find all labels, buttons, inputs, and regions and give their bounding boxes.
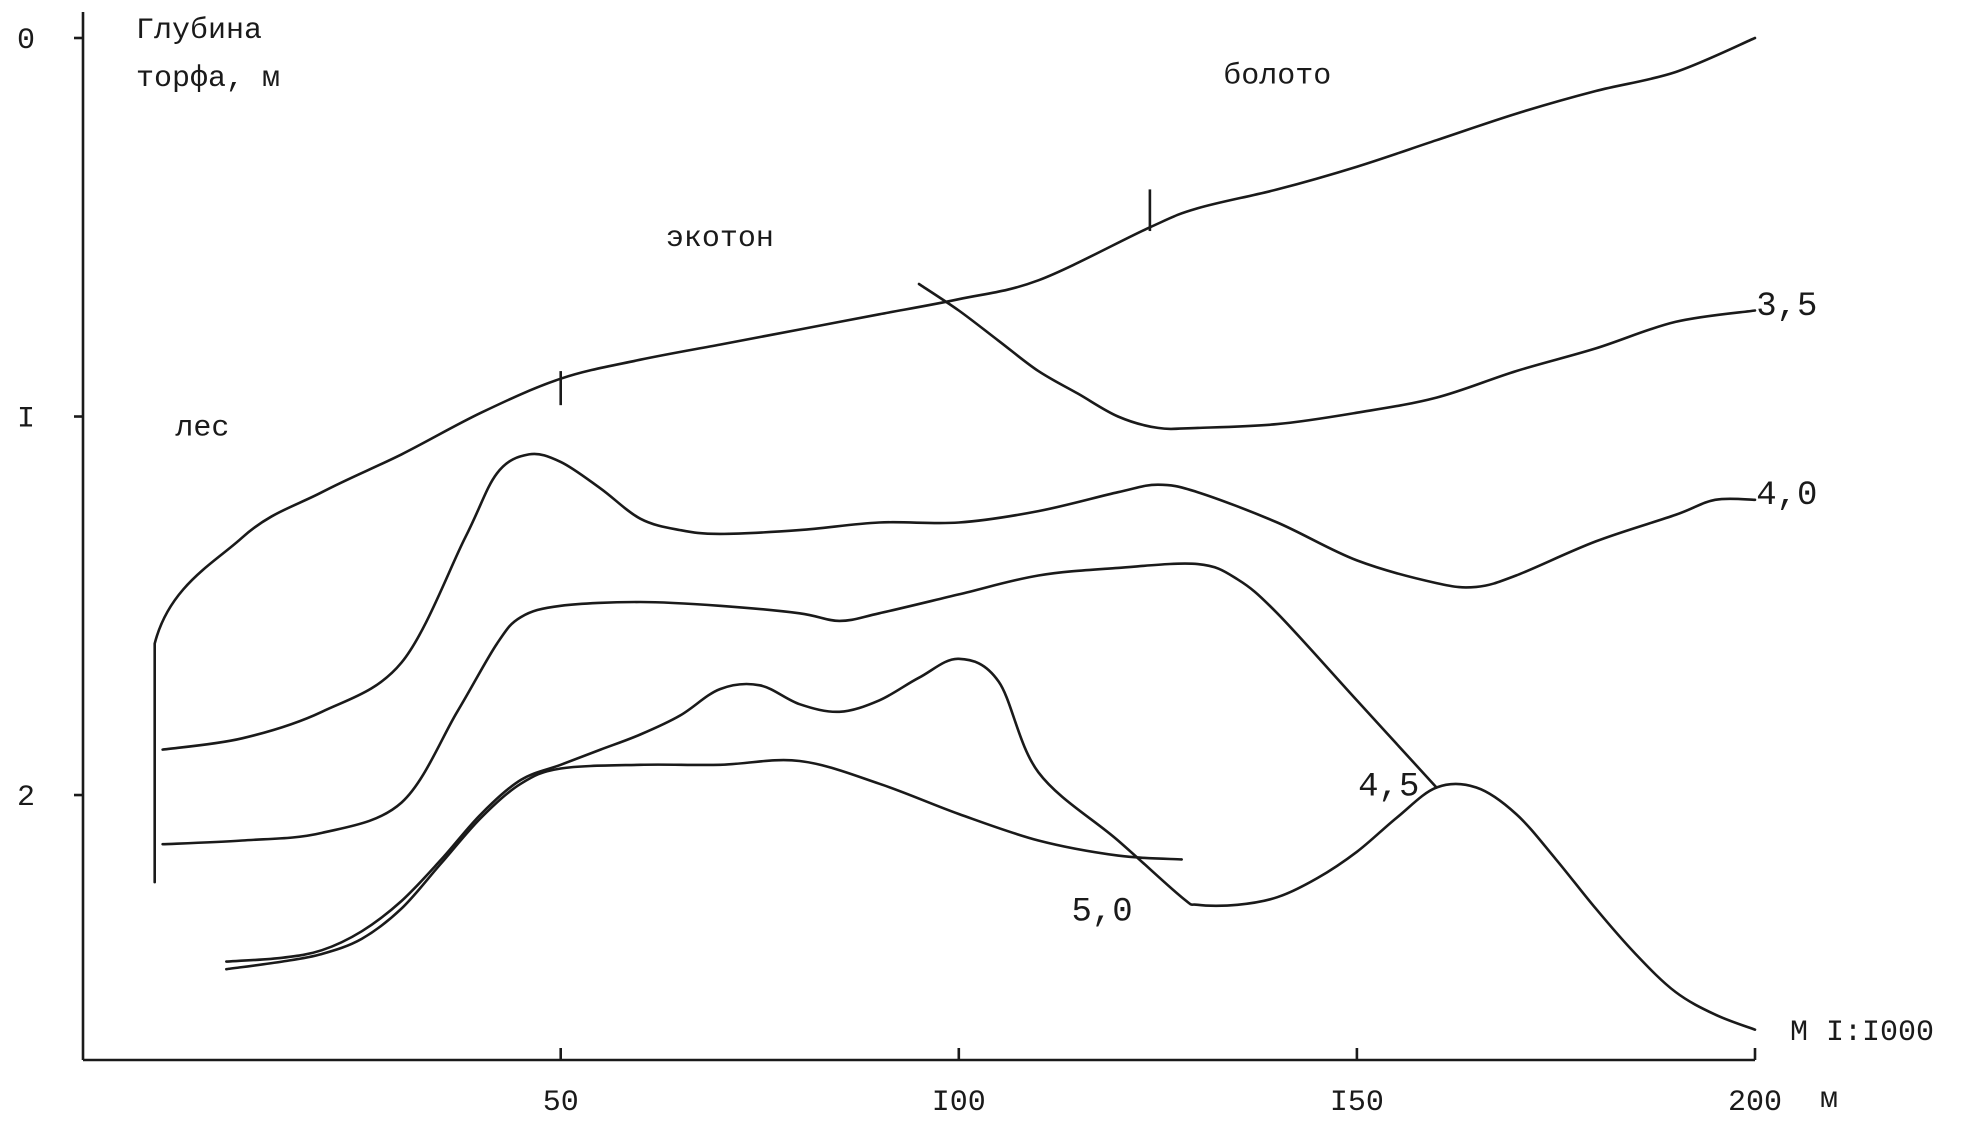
- scale-label: М I:I000: [1790, 1016, 1934, 1050]
- isoline-3: [161, 562, 1438, 846]
- isoline-2: [161, 452, 1757, 751]
- ticks: 50 I00 I50 200 0 I 2: [17, 24, 1782, 1120]
- y-tick-label-0: 0: [17, 24, 35, 58]
- isoline-label-3: 5,0: [1072, 894, 1133, 932]
- x-tick-label-3: 200: [1728, 1086, 1782, 1120]
- y-axis-title-line1: Глубина: [136, 14, 262, 48]
- zone-label-2: болото: [1223, 59, 1331, 93]
- isoline-labels: 3,5 4,0 4,5 5,0: [1072, 288, 1818, 932]
- isoline-label-0: 3,5: [1756, 288, 1817, 326]
- y-tick-label-1: I: [17, 403, 35, 437]
- y-axis-title-line2: торфа, м: [136, 62, 280, 96]
- isoline-label-2: 4,5: [1358, 769, 1419, 807]
- x-tick-label-1: I00: [932, 1086, 986, 1120]
- zone-labels: лес экотон болото: [175, 59, 1331, 445]
- zone-label-1: экотон: [666, 222, 774, 256]
- zone-label-0: лес: [175, 411, 229, 445]
- isoline-label-1: 4,0: [1756, 477, 1817, 515]
- y-tick-label-2: 2: [17, 781, 35, 815]
- isoline-5: [225, 758, 1183, 971]
- zone-boundaries: [559, 189, 1152, 406]
- x-tick-label-0: 50: [543, 1086, 579, 1120]
- isoline-1: [917, 282, 1757, 431]
- isoline-0: [153, 36, 1757, 884]
- depth-isolines: [153, 36, 1757, 1031]
- isoline-4: [225, 657, 1757, 1031]
- x-tick-label-2: I50: [1330, 1086, 1384, 1120]
- labels: Глубина торфа, м м М I:I000: [136, 14, 1934, 1117]
- axes: [81, 12, 1755, 1062]
- x-axis-unit: м: [1820, 1083, 1838, 1117]
